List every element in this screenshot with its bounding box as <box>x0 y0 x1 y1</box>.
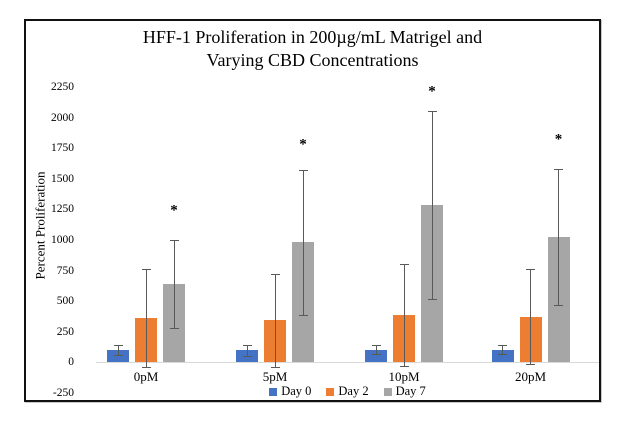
y-tick-label-500: 500 <box>56 295 74 308</box>
error-cap-bottom <box>270 366 280 368</box>
error-bar <box>375 344 377 355</box>
category-label-10pM: 10pM <box>388 369 420 384</box>
category-label-5pM: 5pM <box>262 369 288 384</box>
legend-item-day2: Day 2 <box>326 384 369 399</box>
chart-title: HFF-1 Proliferation in 200µg/mL Matrigel… <box>26 26 599 72</box>
error-cap-bottom <box>298 314 308 316</box>
legend-item-day0: Day 0 <box>269 384 311 399</box>
legend-label: Day 0 <box>281 384 312 398</box>
error-cap-top <box>141 269 151 271</box>
significance-asterisk-0pM: * <box>170 202 178 219</box>
error-bar <box>302 170 304 315</box>
y-tick-label--250: -250 <box>52 387 74 399</box>
category-label-20pM: 20pM <box>514 369 547 384</box>
bar-day0-0pM <box>107 350 129 363</box>
error-cap-bottom <box>371 354 381 356</box>
error-cap-top <box>113 345 123 347</box>
chart-border-box: HFF-1 Proliferation in 200µg/mL Matrigel… <box>24 19 601 402</box>
error-cap-top <box>526 269 535 271</box>
error-cap-bottom <box>242 355 252 357</box>
legend-swatch-day2 <box>326 387 335 396</box>
significance-asterisk-5pM: * <box>299 136 307 153</box>
error-cap-bottom <box>399 366 409 368</box>
legend-swatch-day7 <box>383 387 392 396</box>
error-bar <box>117 345 119 356</box>
error-cap-bottom <box>427 299 437 301</box>
error-bar <box>431 110 433 300</box>
legend-swatch-day0 <box>269 387 278 396</box>
error-bar <box>246 344 248 356</box>
legend-label: Day 2 <box>338 384 369 398</box>
error-cap-top <box>169 240 179 241</box>
error-cap-top <box>242 344 252 346</box>
error-bar <box>530 269 531 364</box>
error-cap-bottom <box>113 355 123 357</box>
error-bar <box>403 264 405 367</box>
error-cap-top <box>298 170 308 172</box>
error-cap-top <box>399 264 409 266</box>
y-tick-label-2000: 2000 <box>51 111 74 124</box>
error-cap-top <box>427 110 437 112</box>
error-bar <box>274 273 276 367</box>
y-tick-label-2250: 2250 <box>51 81 74 93</box>
error-cap-top <box>554 169 563 170</box>
error-bar <box>173 240 175 329</box>
chart-title-line-1: HFF-1 Proliferation in 200µg/mL Matrigel… <box>142 27 483 47</box>
y-tick-label-1000: 1000 <box>51 234 74 246</box>
y-tick-label-1250: 1250 <box>51 203 74 216</box>
significance-asterisk-20pM: * <box>554 132 563 149</box>
bar-day0-10pM <box>365 349 387 363</box>
y-tick-label-1500: 1500 <box>51 172 74 185</box>
chart-title-line-2: Varying CBD Concentrations <box>206 50 419 70</box>
error-bar <box>502 344 503 355</box>
legend-item-day7: Day 7 <box>383 384 426 399</box>
y-tick-label-250: 250 <box>56 325 74 338</box>
y-tick-label-750: 750 <box>56 264 74 277</box>
error-cap-bottom <box>554 304 563 306</box>
error-bar <box>145 269 147 368</box>
error-cap-top <box>371 344 381 346</box>
y-tick-label-1750: 1750 <box>51 142 74 155</box>
legend-label: Day 7 <box>395 384 426 398</box>
error-cap-bottom <box>169 328 179 330</box>
legend: Day 0 Day 2 Day 7 <box>96 384 599 399</box>
error-cap-bottom <box>526 363 535 365</box>
error-cap-top <box>270 273 280 275</box>
bar-day0-20pM <box>491 349 514 363</box>
error-cap-bottom <box>498 354 507 356</box>
significance-asterisk-10pM: * <box>428 83 436 100</box>
x-axis-line <box>96 362 599 363</box>
error-cap-bottom <box>141 367 151 369</box>
category-label-0pM: 0pM <box>133 369 159 384</box>
error-cap-top <box>498 344 507 346</box>
error-bar <box>558 169 559 305</box>
y-tick-label-0: 0 <box>68 356 74 369</box>
